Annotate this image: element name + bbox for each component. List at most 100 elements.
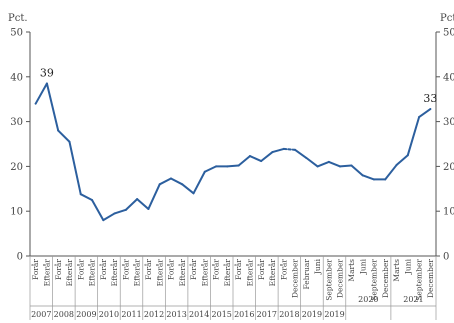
y-tick-label-right: 20 bbox=[443, 162, 454, 173]
data-point bbox=[327, 161, 330, 163]
series-segment bbox=[34, 82, 48, 105]
year-label: 2015 bbox=[212, 310, 232, 319]
x-category-label: Forår bbox=[76, 259, 85, 280]
series-segment bbox=[350, 164, 364, 177]
series-segment bbox=[136, 198, 150, 210]
data-point bbox=[294, 148, 296, 151]
series-segment bbox=[361, 174, 375, 181]
x-category-label: Marts bbox=[392, 259, 401, 282]
data-point bbox=[373, 178, 375, 181]
series-segment bbox=[418, 108, 432, 119]
year-label: 2009 bbox=[76, 310, 96, 319]
year-label: 2019 bbox=[324, 310, 344, 319]
data-point bbox=[79, 193, 82, 196]
y-tick-label-left: 0 bbox=[17, 252, 23, 263]
data-point bbox=[350, 164, 353, 167]
y-unit-right: Pct. bbox=[440, 13, 454, 24]
series-segment bbox=[45, 82, 60, 132]
series-segment bbox=[237, 155, 251, 167]
data-point bbox=[271, 151, 274, 153]
series-segment bbox=[248, 155, 263, 163]
data-point bbox=[282, 148, 285, 150]
year-label: 2020 bbox=[358, 295, 378, 304]
x-category-label: Februar bbox=[302, 259, 311, 290]
y-tick-label-right: 30 bbox=[443, 117, 454, 128]
series-segment bbox=[57, 129, 71, 143]
x-category-label: Forår bbox=[279, 259, 288, 280]
series-segment bbox=[339, 164, 353, 168]
x-year-labels: 2007 2008 2009 2010 2011 2012 2013 2014 2015 2016… bbox=[29, 256, 437, 320]
data-point bbox=[136, 198, 139, 201]
data-point bbox=[316, 165, 319, 168]
x-category-label: Efterår bbox=[133, 259, 142, 287]
data-point bbox=[91, 199, 93, 201]
x-category-label: Efterår bbox=[246, 259, 255, 287]
year-label: 2007 bbox=[31, 310, 51, 319]
data-point bbox=[418, 116, 420, 119]
x-category-label: Forår bbox=[189, 259, 198, 280]
y-tick-label-left: 40 bbox=[10, 72, 23, 83]
data-point bbox=[147, 208, 150, 210]
x-category-label: September bbox=[415, 259, 424, 301]
series-segment bbox=[316, 160, 330, 168]
x-category-label: Efterår bbox=[178, 259, 187, 287]
series-segment bbox=[226, 164, 240, 168]
series-segment bbox=[327, 160, 342, 168]
x-category-label: Forår bbox=[257, 259, 266, 280]
y-tick-label-left: 10 bbox=[10, 207, 23, 218]
series-segment bbox=[113, 208, 127, 215]
x-category-label: Efterår bbox=[65, 259, 74, 287]
series-segment bbox=[147, 183, 161, 210]
series-segment bbox=[91, 199, 105, 222]
year-label: 2012 bbox=[144, 310, 164, 319]
x-category-label: Efterår bbox=[200, 259, 209, 287]
data-point bbox=[203, 170, 206, 173]
data-point bbox=[34, 102, 37, 105]
data-point bbox=[46, 82, 48, 85]
data-label: 39 bbox=[40, 67, 54, 80]
x-category-label: Forår bbox=[167, 259, 176, 280]
x-category-label: September bbox=[324, 259, 333, 301]
x-category-label: December bbox=[381, 259, 390, 298]
series-segment bbox=[305, 156, 319, 168]
series-segment bbox=[192, 170, 206, 195]
x-category-label: Efterår bbox=[155, 259, 164, 287]
data-point bbox=[384, 178, 387, 181]
data-point bbox=[237, 164, 240, 167]
series-segment bbox=[79, 193, 94, 201]
data-point bbox=[339, 165, 342, 168]
data-point bbox=[429, 108, 432, 110]
data-point bbox=[170, 177, 172, 180]
x-category-label: Forår bbox=[121, 259, 130, 280]
year-label: 2016 bbox=[234, 310, 254, 319]
year-label: 2010 bbox=[99, 310, 119, 319]
year-label: 2011 bbox=[121, 310, 141, 319]
year-label: 2008 bbox=[54, 310, 74, 319]
series-segment bbox=[68, 140, 82, 196]
series-line bbox=[34, 82, 432, 222]
x-category-label: Forår bbox=[54, 259, 63, 280]
x-category-label: Efterår bbox=[110, 259, 119, 287]
y-tick-label-left: 30 bbox=[10, 117, 23, 128]
data-point bbox=[406, 154, 409, 157]
x-category-label: Forår bbox=[234, 259, 243, 280]
y-tick-label-right: 10 bbox=[443, 207, 454, 218]
x-category-label: Efterår bbox=[43, 259, 52, 287]
x-category-label: Forår bbox=[212, 259, 221, 280]
year-label: 2014 bbox=[189, 310, 209, 319]
x-category-label: December bbox=[426, 259, 435, 298]
x-category-label: September bbox=[370, 259, 379, 301]
year-label: 2021 bbox=[403, 295, 423, 304]
y-ticks: 0 0 10 10 20 20 30 30 40 40 50 50 bbox=[10, 28, 454, 263]
y-tick-label-right: 0 bbox=[443, 252, 449, 263]
y-tick-label-right: 50 bbox=[443, 28, 454, 39]
x-category-label: Efterår bbox=[88, 259, 97, 287]
series-segment bbox=[294, 148, 308, 159]
series-segment bbox=[282, 147, 297, 151]
series-segment bbox=[203, 165, 218, 173]
year-label: 2018 bbox=[279, 310, 299, 319]
data-point bbox=[68, 140, 71, 143]
data-point bbox=[113, 212, 116, 215]
series-segment bbox=[102, 212, 116, 222]
